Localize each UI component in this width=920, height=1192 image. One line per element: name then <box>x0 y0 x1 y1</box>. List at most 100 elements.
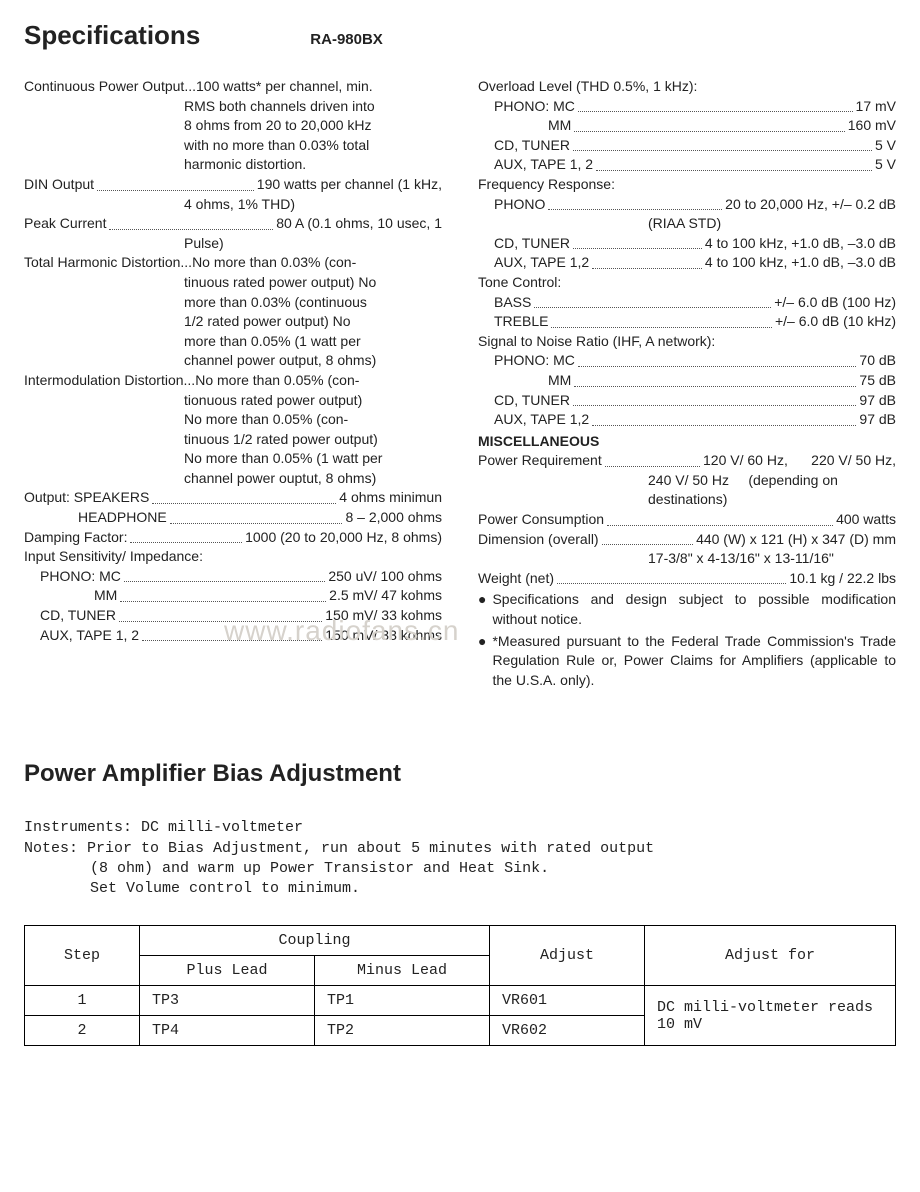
dots <box>573 391 856 407</box>
spec-value: 150 mV/ 33 kohms <box>325 626 442 646</box>
spec-label: PHONO: MC <box>478 351 575 371</box>
spec-cont: Pulse) <box>24 234 442 254</box>
cell-plus: TP4 <box>140 1016 315 1046</box>
spec-value: 80 A (0.1 ohms, 10 usec, 1 <box>276 214 442 234</box>
spec-tone-bass: BASS +/– 6.0 dB (100 Hz) <box>478 293 896 313</box>
spec-value: 10.1 kg / 22.2 lbs <box>789 569 896 589</box>
spec-label: AUX, TAPE 1, 2 <box>478 155 593 175</box>
spec-out-headphone: HEADPHONE 8 – 2,000 ohms <box>24 508 442 528</box>
spec-label: MM <box>24 586 117 606</box>
spec-value: 5 V <box>875 136 896 156</box>
spec-label: Damping Factor: <box>24 528 127 548</box>
spec-value: 4 to 100 kHz, +1.0 dB, –3.0 dB <box>705 253 896 273</box>
spec-value: 440 (W) x 121 (H) x 347 (D) mm <box>696 530 896 550</box>
table-row: 1 TP3 TP1 VR601 DC milli-voltmeter reads… <box>25 986 896 1016</box>
spec-value: 400 watts <box>836 510 896 530</box>
spec-value: 17 mV <box>856 97 896 117</box>
spec-fr-aux: AUX, TAPE 1,2 4 to 100 kHz, +1.0 dB, –3.… <box>478 253 896 273</box>
bias-heading: Power Amplifier Bias Adjustment <box>24 760 896 788</box>
spec-value: 100 watts* per channel, min. <box>196 77 373 97</box>
dots <box>574 116 844 132</box>
notes-line: Set Volume control to minimum. <box>24 879 896 899</box>
spec-cont: (RIAA STD) <box>478 214 896 234</box>
spec-value: 97 dB <box>859 391 896 411</box>
dots <box>573 234 702 250</box>
spec-label: MM <box>478 371 571 391</box>
spec-label: CD, TUNER <box>478 391 570 411</box>
dots <box>602 530 693 546</box>
dots <box>607 510 833 526</box>
spec-damping: Damping Factor: 1000 (20 to 20,000 Hz, 8… <box>24 528 442 548</box>
spec-label: CD, TUNER <box>478 136 570 156</box>
spec-cont: No more than 0.05% (con- <box>24 410 442 430</box>
dots <box>596 155 872 171</box>
spec-cont: 1/2 rated power output) No <box>24 312 442 332</box>
spec-tone-treble: TREBLE +/– 6.0 dB (10 kHz) <box>478 312 896 332</box>
spec-label: Power Consumption <box>478 510 604 530</box>
cell-adjust-for: DC milli-voltmeter reads 10 mV <box>645 986 896 1046</box>
spec-value: 190 watts per channel (1 kHz, <box>257 175 442 195</box>
dots <box>124 567 325 583</box>
spec-label: Intermodulation Distortion <box>24 371 184 391</box>
spec-cont: 240 V/ 50 Hz (depending on <box>478 471 896 491</box>
dots <box>170 508 343 524</box>
cell-step: 2 <box>25 1016 140 1046</box>
spec-ovl-cd: CD, TUNER 5 V <box>478 136 896 156</box>
spec-label: Power Requirement <box>478 451 602 471</box>
spec-label: AUX, TAPE 1,2 <box>478 410 589 430</box>
spec-value: 1000 (20 to 20,000 Hz, 8 ohms) <box>245 528 442 548</box>
col-plus-lead: Plus Lead <box>140 956 315 986</box>
spec-cont: channel power ouptut, 8 ohms) <box>24 469 442 489</box>
spec-snr-aux: AUX, TAPE 1,2 97 dB <box>478 410 896 430</box>
notes-label: Notes: <box>24 840 87 857</box>
spec-isi-mc: PHONO: MC 250 uV/ 100 ohms <box>24 567 442 587</box>
dots <box>152 488 336 504</box>
spec-cpo: Continuous Power Output ... 100 watts* p… <box>24 77 442 97</box>
spec-cont: harmonic distortion. <box>24 155 442 175</box>
spec-label: Weight (net) <box>478 569 554 589</box>
spec-value: +/– 6.0 dB (100 Hz) <box>774 293 896 313</box>
dots <box>578 351 857 367</box>
dots <box>142 626 322 642</box>
spec-label: CD, TUNER <box>478 234 570 254</box>
spec-weight: Weight (net) 10.1 kg / 22.2 lbs <box>478 569 896 589</box>
spec-value: 4 to 100 kHz, +1.0 dB, –3.0 dB <box>705 234 896 254</box>
spec-value: 70 dB <box>859 351 896 371</box>
dots <box>97 175 254 191</box>
spec-snr-mm: MM 75 dB <box>478 371 896 391</box>
spec-value: 75 dB <box>859 371 896 391</box>
spec-value: 20 to 20,000 Hz, +/– 0.2 dB <box>725 195 896 215</box>
spec-isi-aux: AUX, TAPE 1, 2 150 mV/ 33 kohms <box>24 626 442 646</box>
spec-value: 120 V/ 60 Hz, 220 V/ 50 Hz, <box>703 451 896 471</box>
spec-din: DIN Output 190 watts per channel (1 kHz, <box>24 175 442 195</box>
spec-label: Peak Current <box>24 214 106 234</box>
cell-adjust: VR601 <box>490 986 645 1016</box>
spec-cont: tionuous rated power output) <box>24 391 442 411</box>
page-title: Specifications <box>24 20 200 51</box>
right-column: Overload Level (THD 0.5%, 1 kHz): PHONO:… <box>478 77 896 690</box>
col-coupling: Coupling <box>140 926 490 956</box>
spec-label: Output: SPEAKERS <box>24 488 149 508</box>
spec-power-cons: Power Consumption 400 watts <box>478 510 896 530</box>
freq-resp-header: Frequency Response: <box>478 175 896 195</box>
spec-label: Continuous Power Output <box>24 77 184 97</box>
header: Specifications RA-980BX <box>24 20 896 51</box>
footnote-text: *Measured pursuant to the Federal Trade … <box>492 632 896 691</box>
spec-snr-cd: CD, TUNER 97 dB <box>478 391 896 411</box>
spec-value: 150 mV/ 33 kohms <box>325 606 442 626</box>
spec-thd: Total Harmonic Distortion ... No more th… <box>24 253 442 273</box>
spec-value: 160 mV <box>848 116 896 136</box>
spec-value: 8 – 2,000 ohms <box>345 508 442 528</box>
spec-label: DIN Output <box>24 175 94 195</box>
col-adjust-for: Adjust for <box>645 926 896 986</box>
spec-out-speakers: Output: SPEAKERS 4 ohms minimun <box>24 488 442 508</box>
dots <box>130 528 242 544</box>
dots <box>534 293 771 309</box>
dots <box>551 312 772 328</box>
spec-ovl-mc: PHONO: MC 17 mV <box>478 97 896 117</box>
dots <box>605 451 700 467</box>
spec-fr-phono: PHONO 20 to 20,000 Hz, +/– 0.2 dB <box>478 195 896 215</box>
dots: ... <box>184 371 196 391</box>
footnote-bullet: ● *Measured pursuant to the Federal Trad… <box>478 632 896 691</box>
dots <box>548 195 722 211</box>
